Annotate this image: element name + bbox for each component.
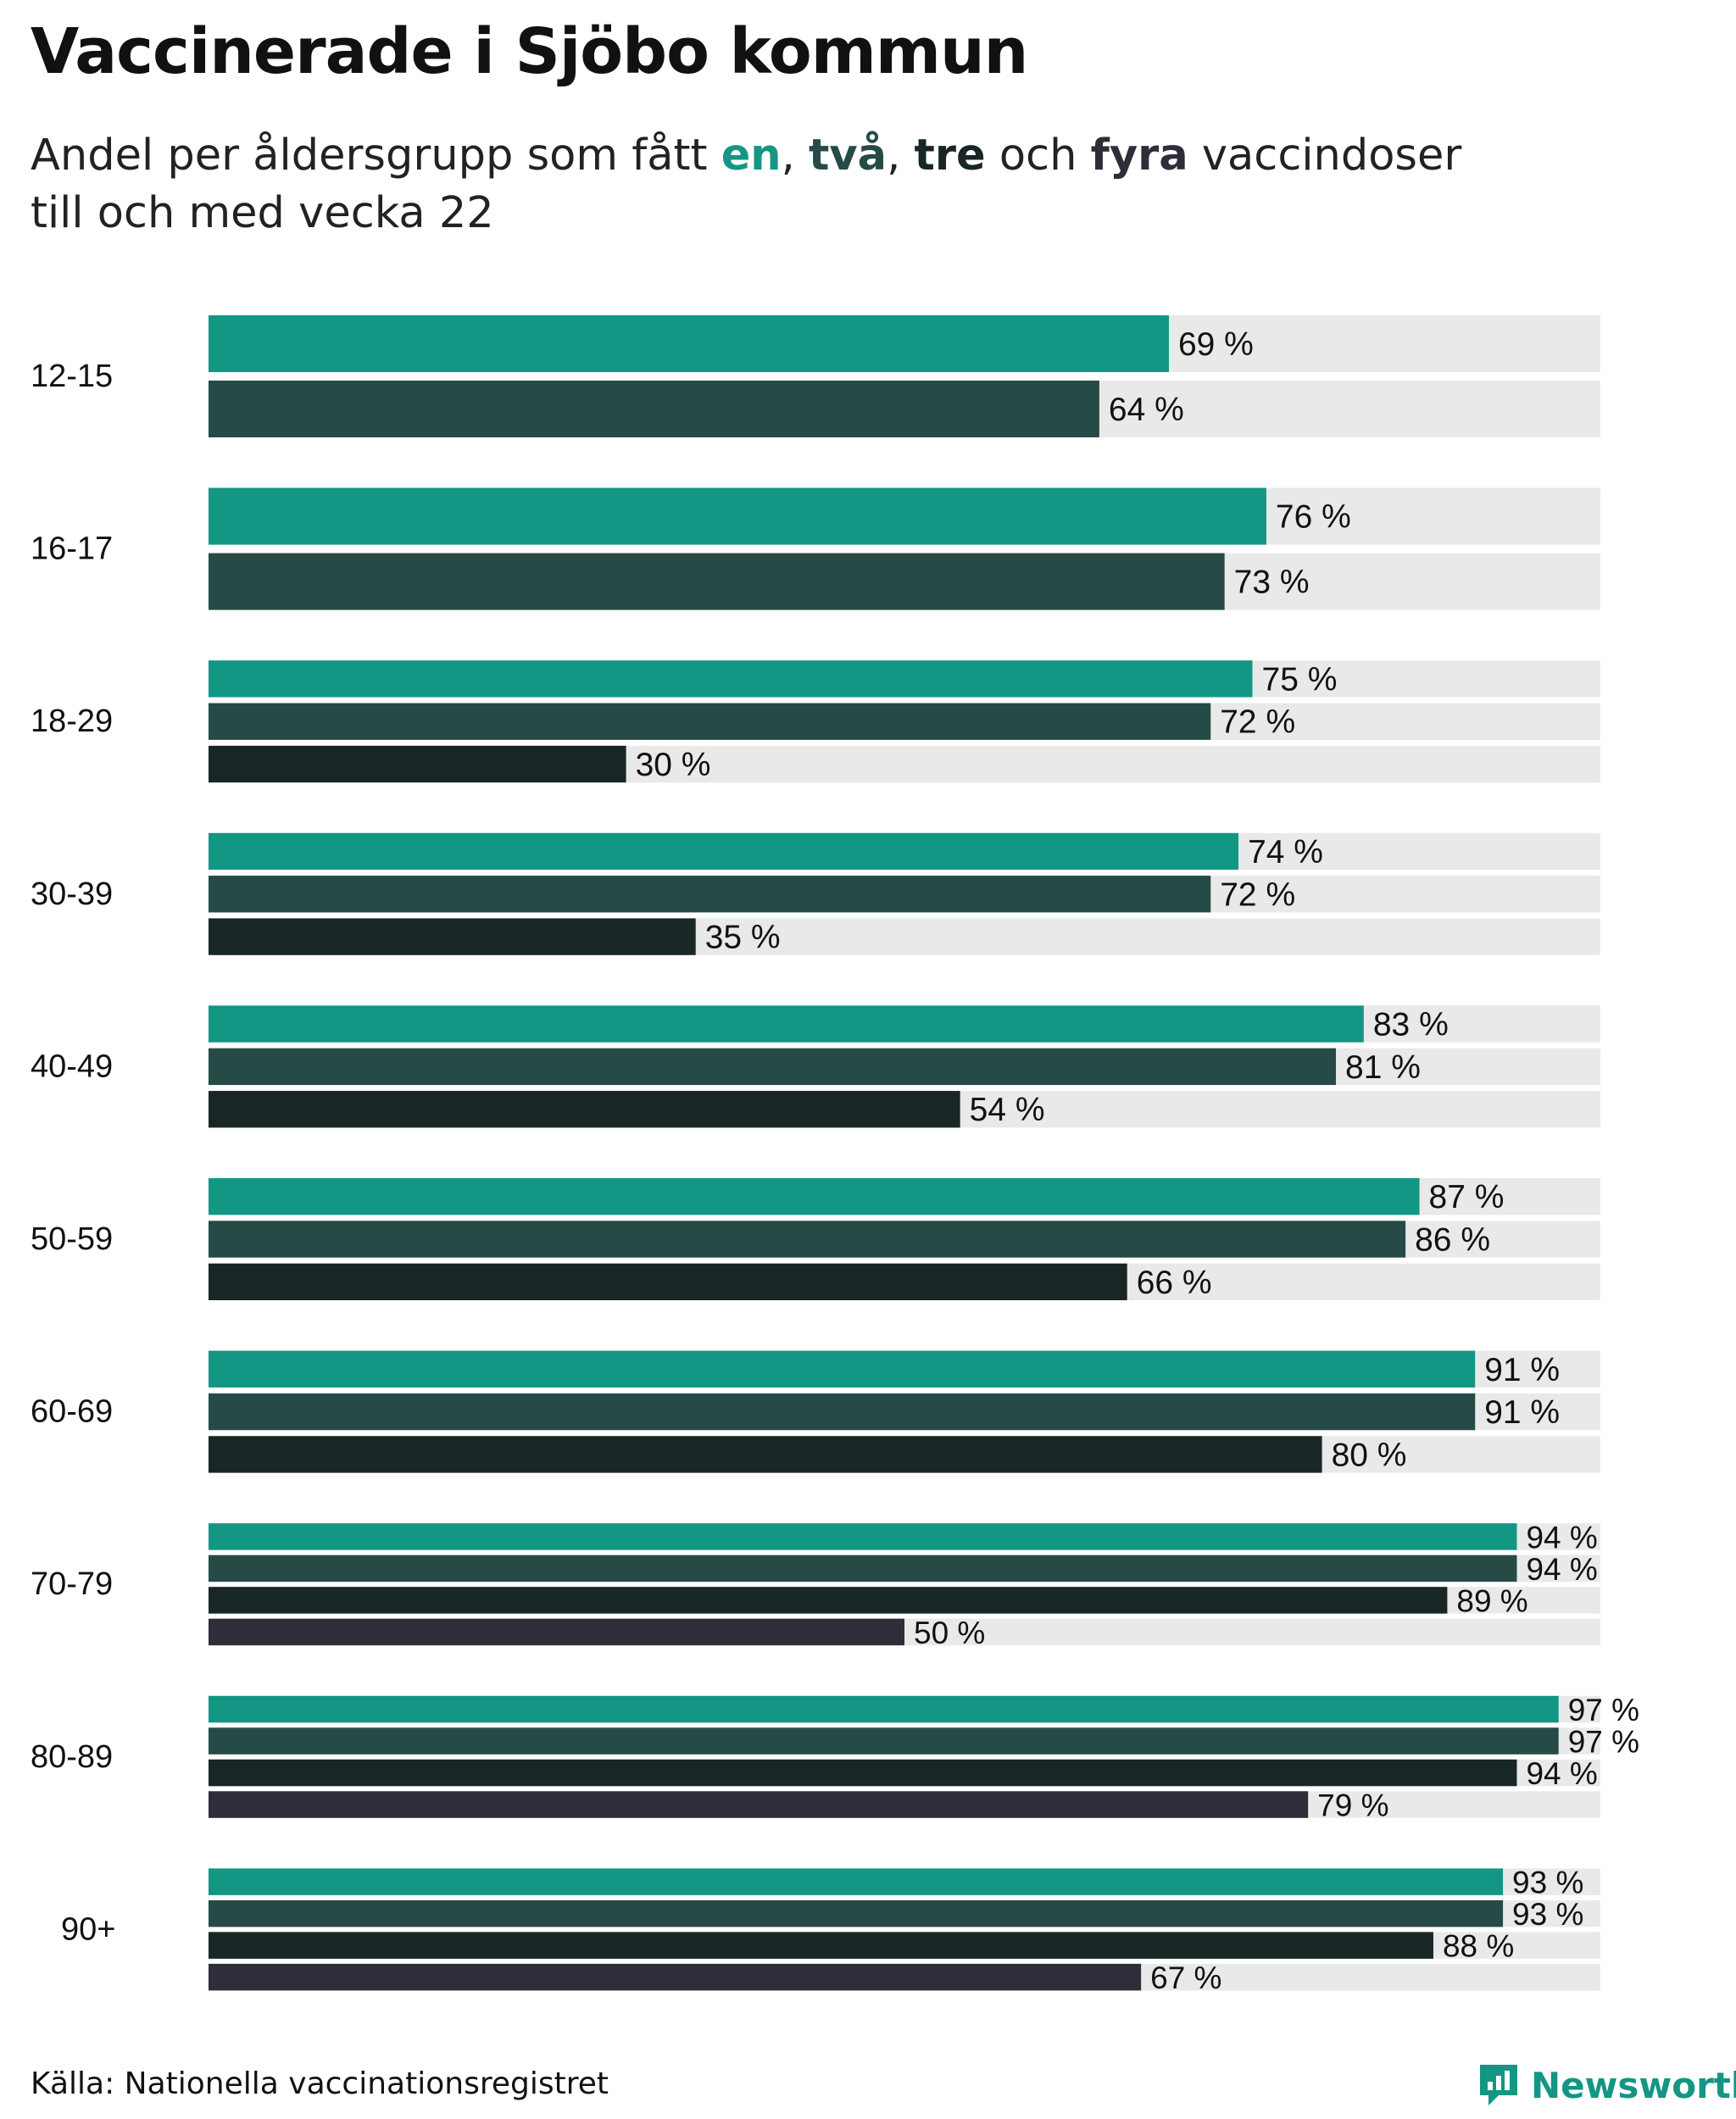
data-label: 74 %: [1248, 834, 1323, 870]
bar: [209, 703, 1211, 740]
bar: [209, 1587, 1448, 1614]
category-label: 50-59: [31, 1221, 113, 1257]
data-label: 89 %: [1456, 1583, 1527, 1618]
bar: [209, 1350, 1476, 1388]
data-label: 76 %: [1276, 499, 1351, 536]
bar: [209, 381, 1099, 437]
category-label: 90+: [61, 1911, 115, 1947]
subtitle-period: till och med vecka 22: [31, 188, 494, 238]
data-label: 50 %: [914, 1616, 985, 1650]
category-label: 80-89: [31, 1739, 113, 1775]
source-note: Källa: Nationella vaccinationsregistret: [31, 2066, 609, 2101]
data-label: 67 %: [1150, 1960, 1221, 1995]
bar-group: 50-59 87 % 86 % 66 %: [31, 1178, 1600, 1301]
legend-dose-2: två: [809, 131, 887, 181]
bar: [209, 1178, 1420, 1215]
bar: [209, 1618, 904, 1646]
data-label: 66 %: [1137, 1265, 1212, 1301]
chart-subtitle: Andel per åldersgrupp som fått en, två, …: [31, 127, 1556, 242]
data-label: 35 %: [705, 920, 781, 956]
data-label: 86 %: [1415, 1222, 1490, 1259]
data-label: 94 %: [1526, 1520, 1597, 1554]
bar: [209, 876, 1211, 913]
bar: [209, 1727, 1559, 1755]
bar: [209, 487, 1266, 545]
bar: [209, 1868, 1504, 1895]
category-label: 40-49: [31, 1048, 113, 1084]
bar-group: 16-17 76 % 73 %: [31, 487, 1600, 610]
data-label: 69 %: [1178, 326, 1254, 363]
subtitle-separator: ,: [887, 131, 915, 181]
bar: [209, 1791, 1309, 1818]
data-label: 97 %: [1568, 1693, 1639, 1727]
bar: [209, 1005, 1364, 1043]
bar: [209, 553, 1225, 610]
bar: [209, 1523, 1517, 1550]
data-label: 97 %: [1568, 1725, 1639, 1760]
brand-name: Newsworthy: [1531, 2064, 1736, 2106]
legend-dose-3: tre: [914, 131, 986, 181]
data-label: 30 %: [636, 747, 711, 783]
data-label: 75 %: [1262, 661, 1338, 698]
bar: [209, 1932, 1433, 1959]
data-label: 73 %: [1234, 565, 1310, 601]
newsworthy-logo: Newsworthy: [1477, 2061, 1736, 2109]
bar: [209, 1759, 1517, 1787]
legend-dose-1: en: [721, 131, 782, 181]
bar-group: 60-69 91 % 91 % 80 %: [31, 1350, 1600, 1473]
bar-group: 90+93 %93 %88 %67 %: [61, 1866, 1600, 1995]
data-label: 94 %: [1526, 1552, 1597, 1587]
data-label: 79 %: [1317, 1788, 1388, 1823]
subtitle-prefix: Andel per åldersgrupp som fått: [31, 131, 721, 181]
subtitle-and: och: [985, 131, 1091, 181]
data-label: 94 %: [1526, 1756, 1597, 1791]
bar: [209, 1263, 1127, 1300]
bar-group: 12-15 69 % 64 %: [31, 315, 1600, 437]
data-label: 83 %: [1373, 1007, 1449, 1043]
data-label: 64 %: [1109, 392, 1184, 428]
bar: [209, 1091, 960, 1128]
legend-dose-4: fyra: [1090, 131, 1188, 181]
bar-group: 18-29 75 % 72 % 30 %: [31, 660, 1600, 783]
newsworthy-logo-icon: [1480, 2065, 1517, 2105]
bar: [209, 1048, 1337, 1086]
bar-group: 40-49 83 % 81 % 54 %: [31, 1005, 1600, 1128]
data-label: 93 %: [1512, 1866, 1583, 1900]
category-label: 16-17: [31, 531, 113, 567]
data-label: 93 %: [1512, 1897, 1583, 1932]
category-label: 60-69: [31, 1394, 113, 1430]
chart-title: Vaccinerade i Sjöbo kommun: [31, 15, 1028, 88]
bar: [209, 1899, 1504, 1927]
bar: [209, 1436, 1322, 1473]
category-label: 12-15: [31, 359, 113, 394]
data-label: 72 %: [1220, 876, 1295, 913]
data-label: 54 %: [970, 1092, 1045, 1128]
bar: [209, 1221, 1406, 1258]
bar: [209, 745, 626, 783]
bar: [209, 1963, 1142, 1991]
bar: [209, 660, 1253, 698]
bar: [209, 1393, 1476, 1431]
category-label: 18-29: [31, 704, 113, 739]
bar: [209, 1554, 1517, 1582]
bar: [209, 832, 1239, 870]
data-label: 72 %: [1220, 704, 1295, 741]
data-label: 88 %: [1443, 1929, 1514, 1964]
bar: [209, 315, 1169, 372]
data-label: 91 %: [1484, 1394, 1560, 1431]
bar: [209, 918, 696, 955]
bar: [209, 1695, 1559, 1723]
category-label: 30-39: [31, 876, 113, 912]
bar-group: 30-39 74 % 72 % 35 %: [31, 832, 1600, 956]
category-label: 70-79: [31, 1566, 113, 1602]
subtitle-separator: ,: [781, 131, 810, 181]
subtitle-suffix: vaccindoser: [1188, 131, 1462, 181]
data-label: 81 %: [1345, 1049, 1421, 1086]
data-label: 87 %: [1429, 1179, 1505, 1215]
data-label: 91 %: [1484, 1352, 1560, 1388]
data-label: 80 %: [1332, 1437, 1407, 1473]
